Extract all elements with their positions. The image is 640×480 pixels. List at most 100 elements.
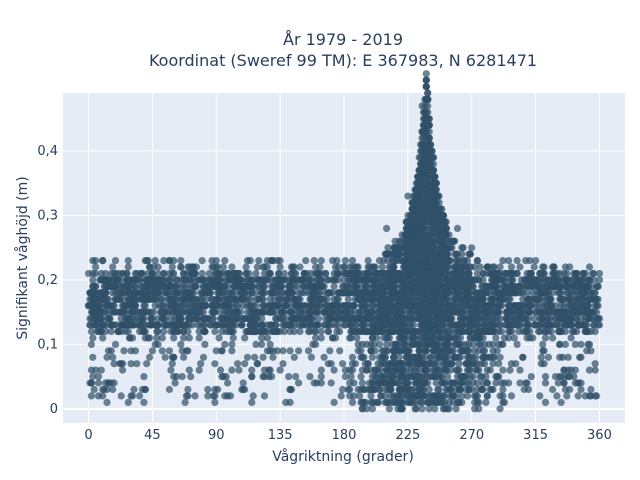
data-point (513, 321, 521, 329)
data-point (178, 302, 186, 310)
data-point (551, 315, 560, 323)
data-point (263, 263, 271, 271)
data-point (377, 392, 385, 400)
data-point (324, 289, 332, 297)
data-point (90, 302, 98, 310)
data-point (455, 366, 463, 374)
data-point (228, 263, 236, 271)
data-point (226, 327, 235, 336)
data-point (387, 379, 395, 387)
data-point (583, 327, 591, 336)
data-point (197, 360, 205, 368)
data-point (286, 276, 294, 284)
data-point (337, 308, 345, 316)
data-point (235, 366, 243, 374)
data-point (92, 269, 100, 278)
data-point (444, 295, 452, 303)
data-point (395, 295, 403, 303)
data-point (519, 353, 527, 361)
data-point (383, 347, 391, 355)
data-point (262, 276, 270, 284)
data-point (371, 282, 379, 290)
data-point (594, 302, 602, 310)
data-point (526, 334, 534, 342)
data-point (337, 392, 345, 400)
data-point (231, 295, 239, 303)
data-point (323, 276, 331, 284)
data-point (141, 385, 149, 394)
data-point (306, 327, 314, 336)
data-point (326, 347, 334, 355)
data-point (327, 321, 335, 329)
data-point (137, 321, 145, 329)
data-point (451, 289, 459, 297)
data-point (276, 366, 284, 374)
data-point (286, 321, 294, 329)
data-point (99, 385, 107, 394)
data-point (242, 263, 250, 271)
data-point (292, 302, 300, 310)
data-point (392, 340, 401, 348)
data-point (418, 353, 426, 361)
data-point (500, 295, 508, 303)
data-point (444, 302, 452, 310)
data-point (390, 250, 398, 258)
data-point (348, 263, 357, 271)
data-point (390, 321, 398, 329)
data-point (314, 289, 323, 297)
data-point (140, 315, 148, 323)
data-point (469, 373, 477, 381)
data-point (333, 295, 341, 303)
data-point (266, 340, 274, 348)
data-point (473, 295, 481, 303)
data-point (398, 334, 406, 342)
data-point (499, 289, 507, 297)
data-point (479, 334, 487, 342)
data-point (459, 282, 467, 290)
data-point (384, 244, 392, 252)
data-point (402, 392, 410, 400)
data-point (92, 321, 100, 329)
data-point (228, 366, 236, 374)
data-point (320, 282, 328, 290)
data-point (195, 334, 203, 342)
data-point (380, 373, 388, 381)
data-point (157, 282, 165, 290)
data-point (388, 282, 396, 290)
data-point (276, 276, 284, 284)
data-point (412, 385, 420, 394)
data-point (387, 373, 395, 381)
data-point (566, 295, 574, 303)
data-point (198, 276, 206, 284)
data-point (354, 340, 362, 348)
data-point (370, 385, 378, 394)
data-point (307, 269, 315, 278)
data-point (417, 398, 425, 406)
data-point (251, 353, 259, 361)
data-point (147, 315, 155, 323)
data-point (497, 327, 506, 336)
data-point (537, 353, 545, 361)
data-point (462, 347, 470, 355)
data-point (488, 385, 496, 394)
data-point (226, 276, 235, 284)
data-point (205, 289, 213, 297)
data-point (496, 392, 504, 400)
data-point (363, 366, 371, 374)
data-point (387, 308, 395, 316)
data-point (113, 276, 121, 284)
data-point (241, 360, 249, 368)
data-point (191, 282, 199, 290)
data-point (113, 295, 121, 303)
data-point (119, 269, 127, 278)
data-point (211, 360, 219, 368)
data-point (102, 289, 110, 297)
data-point (397, 347, 405, 355)
data-point (313, 321, 321, 329)
data-point (331, 315, 340, 323)
data-point (421, 327, 429, 336)
data-point (427, 373, 435, 381)
data-point (397, 327, 405, 336)
data-point (469, 360, 477, 368)
data-point (185, 334, 193, 342)
